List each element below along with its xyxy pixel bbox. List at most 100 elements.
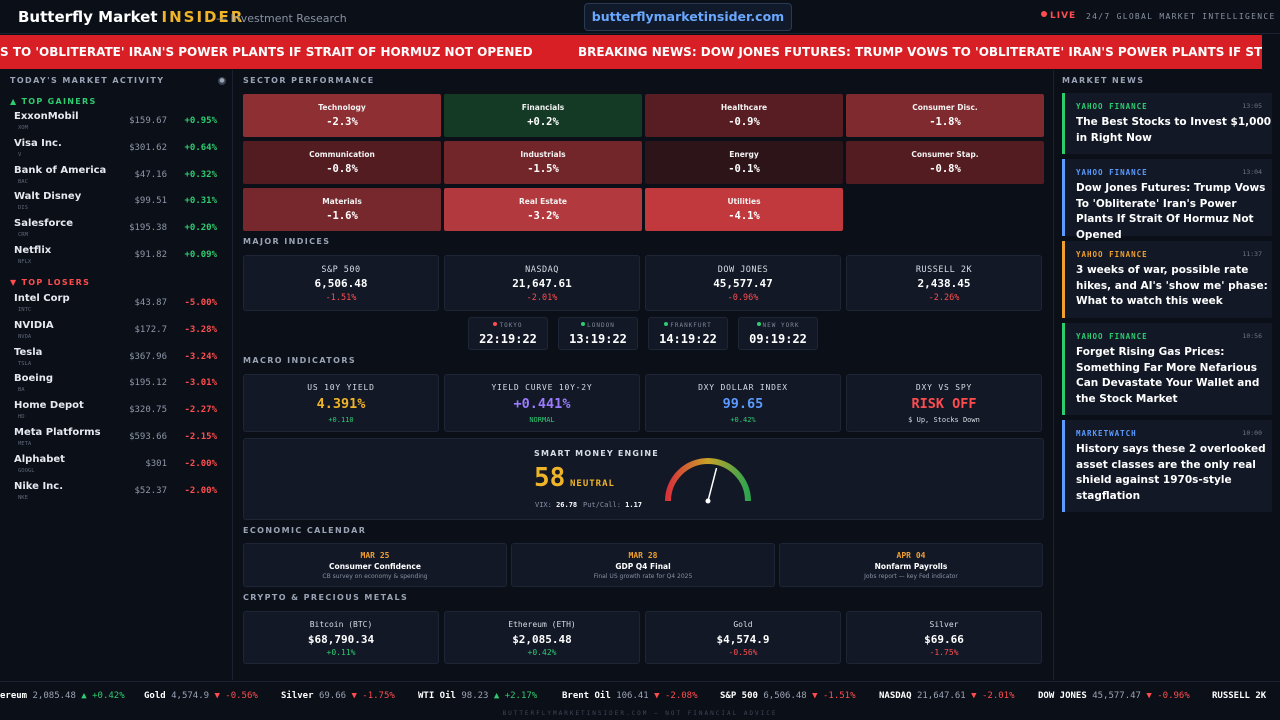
asset-change: +0.42% xyxy=(527,648,557,657)
ticker-name: RUSSELL 2K xyxy=(1212,691,1267,701)
stock-row[interactable]: Intel Corp INTC $43.87 -5.00% xyxy=(0,292,233,319)
clock-city: NEW YORK xyxy=(762,322,800,329)
stock-ticker: BA xyxy=(18,387,25,394)
stock-change: -3.24% xyxy=(184,351,217,362)
stock-row[interactable]: Alphabet GOOGL $301 -2.00% xyxy=(0,453,233,480)
index-name: DOW JONES xyxy=(717,265,769,275)
stock-row[interactable]: Visa Inc. V $301.62 +0.64% xyxy=(0,137,233,164)
ticker-price: 2,085.48 xyxy=(32,691,76,701)
news-time: 11:37 xyxy=(1242,250,1262,258)
collapse-left-icon[interactable]: ● xyxy=(218,77,226,85)
stock-change: +0.32% xyxy=(184,169,217,180)
stock-ticker: GOOGL xyxy=(18,467,35,474)
ticker-item[interactable]: Silver 69.66 ▼ -1.75% xyxy=(281,691,395,701)
sector-tile[interactable]: Technology -2.3% xyxy=(243,94,441,137)
index-card[interactable]: RUSSELL 2K 2,438.45 -2.26% xyxy=(846,255,1042,311)
ticker-name: WTI Oil xyxy=(418,691,456,701)
sector-change: -1.6% xyxy=(326,210,358,222)
ticker-price: 6,506.48 xyxy=(763,691,807,701)
news-item[interactable]: YAHOO FINANCE 13:05 The Best Stocks to Inv… xyxy=(1062,93,1272,154)
ticker-change: ▼ -1.75% xyxy=(351,691,395,701)
stock-row[interactable]: Netflix NFLX $91.82 +0.09% xyxy=(0,244,233,271)
macro-sub: +0.42% xyxy=(730,416,756,424)
sector-tile[interactable]: Consumer Stap. -0.8% xyxy=(846,141,1044,184)
news-time: 13:04 xyxy=(1242,168,1262,176)
breaking-news-ticker[interactable]: S TO 'OBLITERATE' IRAN'S POWER PLANTS IF… xyxy=(0,35,1280,69)
ticker-item[interactable]: WTI Oil 98.23 ▲ +2.17% xyxy=(418,691,537,701)
ticker-price: 45,577.47 xyxy=(1092,691,1141,701)
macro-card[interactable]: US 10Y YIELD 4.391% +0.110 xyxy=(243,374,439,432)
stock-ticker: DIS xyxy=(18,205,28,212)
gauge-pivot xyxy=(705,498,711,504)
sector-change: -2.3% xyxy=(326,116,358,128)
vix-value: 26.78 xyxy=(556,501,578,509)
macro-card[interactable]: DXY DOLLAR INDEX 99.65 +0.42% xyxy=(645,374,841,432)
sector-tile[interactable]: Healthcare -0.9% xyxy=(645,94,843,137)
macro-card[interactable]: YIELD CURVE 10Y-2Y +0.441% NORMAL xyxy=(444,374,640,432)
sector-tile[interactable]: Materials -1.6% xyxy=(243,188,441,231)
news-item[interactable]: YAHOO FINANCE 10:56 Forget Rising Gas Pric… xyxy=(1062,323,1272,415)
stock-change: +0.09% xyxy=(184,250,217,260)
sector-tile[interactable]: Energy -0.1% xyxy=(645,141,843,184)
sector-name: Utilities xyxy=(727,197,761,206)
market-news-title: MARKET NEWS xyxy=(1062,76,1145,85)
bottom-market-ticker[interactable]: ereum 2,085.48 ▲ +0.42% Gold 4,574.9 ▼ -0… xyxy=(0,681,1280,709)
macro-card[interactable]: DXY VS SPY RISK OFF $ Up, Stocks Down xyxy=(846,374,1042,432)
index-card[interactable]: DOW JONES 45,577.47 -0.96% xyxy=(645,255,841,311)
ticker-item[interactable]: DOW JONES 45,577.47 ▼ -0.96% xyxy=(1038,691,1190,701)
crypto-metals-title: CRYPTO & PRECIOUS METALS xyxy=(243,593,409,602)
stock-row[interactable]: Bank of America BAC $47.16 +0.32% xyxy=(0,164,233,191)
live-indicator: LIVE xyxy=(1041,11,1076,21)
calendar-event[interactable]: APR 04 Nonfarm Payrolls Jobs report — key … xyxy=(779,543,1043,587)
sector-tile[interactable]: Industrials -1.5% xyxy=(444,141,642,184)
ticker-item[interactable]: Brent Oil 106.41 ▼ -2.08% xyxy=(562,691,698,701)
ticker-price: 4,574.9 xyxy=(171,691,210,701)
index-card[interactable]: NASDAQ 21,647.61 -2.01% xyxy=(444,255,640,311)
ticker-item[interactable]: NASDAQ 21,647.61 ▼ -2.01% xyxy=(879,691,1015,701)
ticker-name: NASDAQ xyxy=(879,691,912,701)
stock-name: Bank of America xyxy=(14,164,107,176)
news-item[interactable]: YAHOO FINANCE 11:37 3 weeks of war, possib… xyxy=(1062,241,1272,318)
stock-row[interactable]: Home Depot HD $320.75 -2.27% xyxy=(0,399,233,426)
stock-row[interactable]: ExxonMobil XOM $159.67 +0.95% xyxy=(0,110,233,137)
asset-card[interactable]: Silver $69.66 -1.75% xyxy=(846,611,1042,664)
sector-tile[interactable]: Financials +0.2% xyxy=(444,94,642,137)
index-value: 21,647.61 xyxy=(512,277,572,290)
ticker-item[interactable]: ereum 2,085.48 ▲ +0.42% xyxy=(0,691,125,701)
stock-row[interactable]: Salesforce CRM $195.38 +0.20% xyxy=(0,217,233,244)
asset-price: $68,790.34 xyxy=(307,633,375,646)
stock-row[interactable]: NVIDIA NVDA $172.7 -3.28% xyxy=(0,319,233,346)
putcall-label: Put/Call: xyxy=(583,501,621,509)
asset-card[interactable]: Bitcoin (BTC) $68,790.34 +0.11% xyxy=(243,611,439,664)
stock-price: $593.66 xyxy=(129,432,167,442)
stock-row[interactable]: Tesla TSLA $367.96 -3.24% xyxy=(0,346,233,373)
ticker-item[interactable]: RUSSELL 2K xyxy=(1212,691,1266,701)
brand-logo[interactable]: Butterfly Market INSIDER xyxy=(18,8,244,26)
site-url-link[interactable]: butterflymarketinsider.com xyxy=(584,3,792,31)
stock-ticker: NKE xyxy=(18,494,28,501)
ticker-change: ▲ +2.17% xyxy=(493,691,538,701)
news-item[interactable]: MARKETWATCH 10:00 History says these 2 ove… xyxy=(1062,420,1272,512)
sector-tile[interactable]: Real Estate -3.2% xyxy=(444,188,642,231)
news-time: 10:56 xyxy=(1242,332,1262,340)
asset-card[interactable]: Ethereum (ETH) $2,085.48 +0.42% xyxy=(444,611,640,664)
stock-row[interactable]: Meta Platforms META $593.66 -2.15% xyxy=(0,426,233,453)
stock-price: $320.75 xyxy=(129,405,167,416)
sector-tile[interactable]: Communication -0.8% xyxy=(243,141,441,184)
sector-tile[interactable]: Utilities -4.1% xyxy=(645,188,843,231)
index-value: 6,506.48 xyxy=(314,277,368,290)
stock-change: -2.15% xyxy=(184,432,217,442)
asset-card[interactable]: Gold $4,574.9 -0.56% xyxy=(645,611,841,664)
calendar-event[interactable]: MAR 25 Consumer Confidence CB survey on ec… xyxy=(243,543,507,587)
index-card[interactable]: S&P 500 6,506.48 -1.51% xyxy=(243,255,439,311)
ticker-change: ▼ -0.56% xyxy=(214,691,258,701)
stock-row[interactable]: Nike Inc. NKE $52.37 -2.00% xyxy=(0,480,233,507)
ticker-item[interactable]: Gold 4,574.9 ▼ -0.56% xyxy=(144,691,258,701)
news-item[interactable]: YAHOO FINANCE 13:04 Dow Jones Futures: Tru… xyxy=(1062,159,1272,241)
stock-row[interactable]: Boeing BA $195.12 -3.01% xyxy=(0,372,233,399)
calendar-event[interactable]: MAR 28 GDP Q4 Final Final US growth rate f… xyxy=(511,543,775,587)
stock-row[interactable]: Walt Disney DIS $99.51 +0.31% xyxy=(0,190,233,217)
sector-tile[interactable]: Consumer Disc. -1.8% xyxy=(846,94,1044,137)
ticker-item[interactable]: S&P 500 6,506.48 ▼ -1.51% xyxy=(720,691,856,701)
macro-label: YIELD CURVE 10Y-2Y xyxy=(491,383,593,392)
